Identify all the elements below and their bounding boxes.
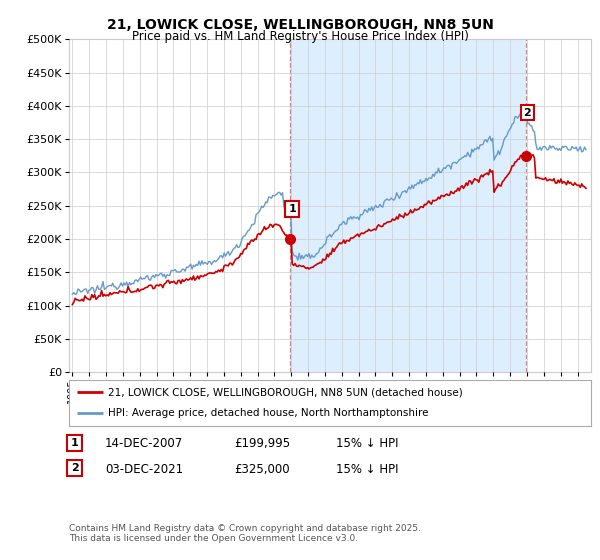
Text: 2: 2 [523,108,531,118]
Text: 03-DEC-2021: 03-DEC-2021 [105,463,183,475]
Text: 15% ↓ HPI: 15% ↓ HPI [336,463,398,475]
Text: 1: 1 [288,204,296,214]
Text: 1: 1 [71,438,79,448]
Text: 21, LOWICK CLOSE, WELLINGBOROUGH, NN8 5UN (detached house): 21, LOWICK CLOSE, WELLINGBOROUGH, NN8 5U… [108,387,463,397]
Text: Price paid vs. HM Land Registry's House Price Index (HPI): Price paid vs. HM Land Registry's House … [131,30,469,43]
Text: 2: 2 [71,463,79,473]
Text: 15% ↓ HPI: 15% ↓ HPI [336,437,398,450]
Text: Contains HM Land Registry data © Crown copyright and database right 2025.
This d: Contains HM Land Registry data © Crown c… [69,524,421,543]
Text: HPI: Average price, detached house, North Northamptonshire: HPI: Average price, detached house, Nort… [108,408,428,418]
Text: 21, LOWICK CLOSE, WELLINGBOROUGH, NN8 5UN: 21, LOWICK CLOSE, WELLINGBOROUGH, NN8 5U… [107,18,493,32]
Text: £199,995: £199,995 [234,437,290,450]
Bar [290,39,526,372]
Text: £325,000: £325,000 [234,463,290,475]
Text: 14-DEC-2007: 14-DEC-2007 [105,437,183,450]
